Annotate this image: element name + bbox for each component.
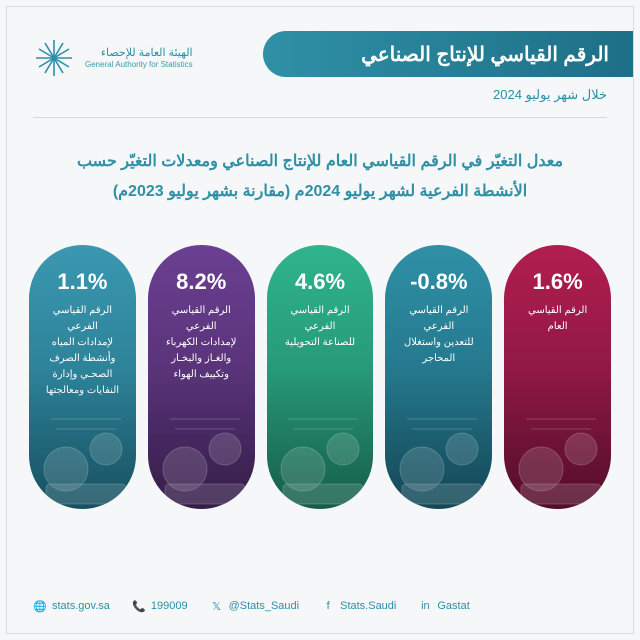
card-row: 1.6%الرقم القياسيالعام-0.8%الرقم القياسي… (29, 245, 611, 509)
stat-card-2: 4.6%الرقم القياسي الفرعيللصناعة التحويلي… (267, 245, 374, 509)
logo-text-en: General Authority for Statistics (85, 60, 193, 70)
title-band: الرقم القياسي للإنتاج الصناعي (263, 31, 633, 77)
description: معدل التغيّر في الرقم القياسي العام للإن… (57, 147, 583, 208)
infographic-frame: الرقم القياسي للإنتاج الصناعي خلال شهر ي… (6, 6, 634, 634)
header-divider (33, 117, 607, 118)
org-logo: الهيئة العامة للإحصاء General Authority … (33, 37, 193, 79)
footer-item-2[interactable]: 𝕏 @Stats_Saudi (210, 599, 300, 613)
stat-card-4: 1.1%الرقم القياسي الفرعيلإمدادات المياهو… (29, 245, 136, 509)
stat-card-pct: 1.1% (57, 269, 107, 295)
footer-text: Stats.Saudi (340, 600, 396, 612)
card-image-icon (273, 389, 373, 509)
footer-text: 199009 (151, 600, 188, 612)
footer-text: @Stats_Saudi (229, 600, 300, 612)
footer-icon: 📞 (132, 599, 146, 613)
card-image-icon (392, 389, 492, 509)
footer-icon: 🌐 (33, 599, 47, 613)
card-image-icon (36, 389, 136, 509)
logo-text-ar: الهيئة العامة للإحصاء (85, 46, 193, 60)
stat-card-pct: 1.6% (533, 269, 583, 295)
stat-card-0: 1.6%الرقم القياسيالعام (504, 245, 611, 509)
subtitle-date: خلال شهر يوليو 2024 (493, 87, 607, 103)
footer-text: Gastat (437, 600, 469, 612)
description-line2: الأنشطة الفرعية لشهر يوليو 2024م (مقارنة… (57, 177, 583, 207)
footer-item-4[interactable]: in Gastat (418, 599, 469, 613)
footer-icon: 𝕏 (210, 599, 224, 613)
page-title: الرقم القياسي للإنتاج الصناعي (361, 42, 609, 67)
footer-text: stats.gov.sa (52, 600, 110, 612)
card-image-icon (155, 389, 255, 509)
footer-icon: in (418, 599, 432, 613)
stat-card-label: الرقم القياسيالعام (518, 295, 597, 335)
card-image-icon (511, 389, 611, 509)
footer-item-1[interactable]: 📞 199009 (132, 599, 188, 613)
logo-text: الهيئة العامة للإحصاء General Authority … (85, 46, 193, 71)
stat-card-label: الرقم القياسي الفرعيللصناعة التحويلية (267, 295, 374, 351)
footer-item-3[interactable]: f Stats.Saudi (321, 599, 396, 613)
stat-card-3: 8.2%الرقم القياسي الفرعيلإمدادات الكهربا… (148, 245, 255, 509)
stat-card-pct: 8.2% (176, 269, 226, 295)
footer-item-0[interactable]: 🌐 stats.gov.sa (33, 599, 110, 613)
logo-mark-icon (33, 37, 75, 79)
description-line1: معدل التغيّر في الرقم القياسي العام للإن… (57, 147, 583, 177)
stat-card-pct: -0.8% (410, 269, 467, 295)
stat-card-label: الرقم القياسي الفرعيللتعدين واستغلالالمح… (385, 295, 492, 367)
footer-icon: f (321, 599, 335, 613)
stat-card-pct: 4.6% (295, 269, 345, 295)
footer-contacts: 🌐 stats.gov.sa 📞 199009 𝕏 @Stats_Saudi f Stats.… (33, 599, 607, 613)
stat-card-1: -0.8%الرقم القياسي الفرعيللتعدين واستغلا… (385, 245, 492, 509)
